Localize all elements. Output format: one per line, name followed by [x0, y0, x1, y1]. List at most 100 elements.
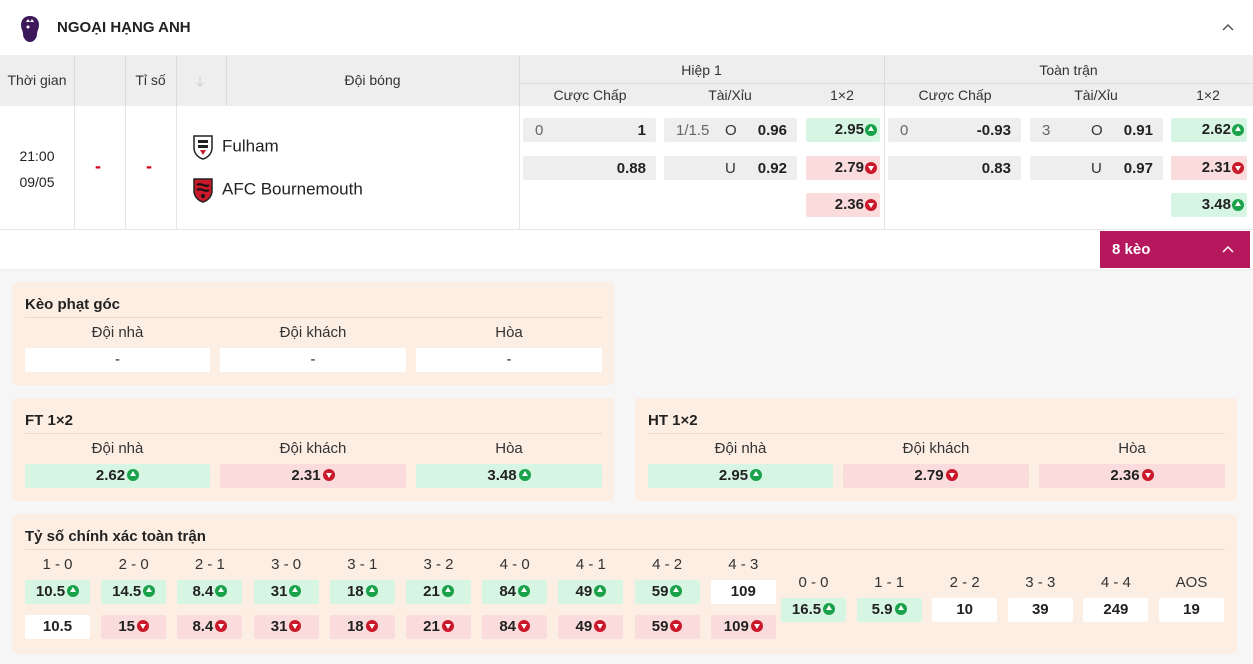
sort-icon[interactable]: [193, 74, 207, 88]
ft-home-label: Đội nhà: [91, 440, 144, 457]
score-home: -: [95, 156, 101, 176]
ft-handicap-away[interactable]: 0.83: [888, 156, 1021, 180]
home-team-name: Fulham: [222, 136, 279, 156]
exact-score-label: 3 - 2: [423, 556, 454, 573]
exact-score-away-odd[interactable]: 15: [101, 615, 167, 639]
h1-1x2-away[interactable]: 2.79: [806, 156, 880, 180]
exact-score-away-odd[interactable]: 18: [329, 615, 395, 639]
col-h1-handicap: Cược Chấp: [553, 87, 627, 103]
arrow-up-icon: [518, 469, 531, 481]
arrow-up-icon: [143, 585, 156, 597]
corner-draw-value[interactable]: -: [416, 348, 602, 372]
h1-over[interactable]: 1/1.5 O 0.96: [664, 118, 797, 142]
ft-1x2-panel: FT 1×2 Đội nhà Đội khách Hòa 2.62 2.31 3…: [12, 398, 614, 501]
arrow-down-icon: [518, 620, 531, 632]
h1-handicap-away[interactable]: 0.88: [523, 156, 656, 180]
exact-draw-odd[interactable]: 10: [932, 598, 998, 622]
exact-score-title: Tỷ số chính xác toàn trận: [25, 528, 206, 545]
exact-score-label: 3 - 1: [347, 556, 378, 573]
exact-draw-label: 0 - 0: [798, 574, 829, 591]
ft-draw-odd[interactable]: 3.48: [416, 464, 602, 488]
away-team-name: AFC Bournemouth: [222, 179, 363, 199]
exact-score-home-odd[interactable]: 59: [634, 580, 700, 604]
corner-draw-label: Hòa: [495, 324, 523, 341]
exact-score-away-odd[interactable]: 59: [634, 615, 700, 639]
ht-home-label: Đội nhà: [714, 440, 767, 457]
fulham-crest-icon: [193, 135, 213, 160]
kickoff-time: 21:00: [19, 148, 55, 164]
exact-score-home-odd[interactable]: 84: [482, 580, 548, 604]
league-title: NGOẠI HẠNG ANH: [57, 19, 191, 36]
exact-score-home-odd[interactable]: 18: [329, 580, 395, 604]
arrow-down-icon: [441, 620, 454, 632]
exact-score-home-odd[interactable]: 8.4: [177, 580, 243, 604]
exact-score-label: 2 - 1: [194, 556, 225, 573]
exact-draw-odd[interactable]: 16.5: [781, 598, 846, 622]
arrow-up-icon: [894, 603, 907, 615]
exact-score-away-odd[interactable]: 109: [710, 615, 776, 639]
ft-handicap-home[interactable]: 0 -0.93: [888, 118, 1021, 142]
col-ft-1x2: 1×2: [1196, 87, 1220, 103]
ft-1x2-draw[interactable]: 3.48: [1171, 193, 1247, 217]
exact-draw-label: 4 - 4: [1100, 574, 1131, 591]
home-team[interactable]: Fulham: [192, 134, 279, 160]
exact-score-label: 3 - 0: [271, 556, 302, 573]
arrow-up-icon: [289, 585, 302, 597]
arrow-down-icon: [945, 469, 958, 481]
h1-1x2-home[interactable]: 2.95: [806, 118, 880, 142]
exact-score-home-odd[interactable]: 21: [406, 580, 471, 604]
arrow-down-icon: [322, 469, 335, 481]
ht-1x2-title: HT 1×2: [648, 412, 698, 429]
exact-score-away-odd[interactable]: 84: [482, 615, 548, 639]
exact-draw-label: 2 - 2: [949, 574, 980, 591]
exact-score-label: 4 - 0: [499, 556, 530, 573]
more-odds-button[interactable]: 8 kèo: [1100, 231, 1250, 268]
exact-score-label: 2 - 0: [118, 556, 149, 573]
league-header[interactable]: NGOẠI HẠNG ANH: [0, 0, 1253, 56]
ht-away-label: Đội khách: [902, 440, 970, 457]
arrow-up-icon: [594, 585, 607, 597]
h1-under[interactable]: U 0.92: [664, 156, 797, 180]
col-ft-overunder: Tài/Xỉu: [1074, 87, 1118, 103]
chevron-up-icon[interactable]: [1221, 20, 1235, 34]
exact-score-away-odd[interactable]: 10.5: [25, 615, 90, 639]
exact-score-away-odd[interactable]: 31: [253, 615, 319, 639]
exact-score-away-odd[interactable]: 21: [406, 615, 471, 639]
ft-1x2-home[interactable]: 2.62: [1171, 118, 1247, 142]
exact-score-home-odd[interactable]: 31: [253, 580, 319, 604]
away-team[interactable]: AFC Bournemouth: [192, 177, 363, 203]
ft-under[interactable]: U 0.97: [1030, 156, 1163, 180]
exact-draw-odd[interactable]: 19: [1159, 598, 1224, 622]
exact-score-home-odd[interactable]: 49: [558, 580, 624, 604]
exact-draw-odd[interactable]: 39: [1007, 598, 1073, 622]
ht-away-odd[interactable]: 2.79: [843, 464, 1029, 488]
exact-score-away-odd[interactable]: 49: [558, 615, 624, 639]
match-row[interactable]: 21:00 09/05 - - Fulham AFC Bournemouth 0…: [0, 106, 1253, 230]
corner-away-label: Đội khách: [279, 324, 347, 341]
ft-over[interactable]: 3 O 0.91: [1030, 118, 1163, 142]
h1-1x2-draw[interactable]: 2.36: [806, 193, 880, 217]
odds-table-header: Thời gian Tỉ số Đội bóng Hiệp 1 Toàn trậ…: [0, 56, 1253, 106]
exact-draw-label: 1 - 1: [874, 574, 905, 591]
ft-home-odd[interactable]: 2.62: [25, 464, 210, 488]
h1-handicap-home[interactable]: 0 1: [523, 118, 656, 142]
ht-home-odd[interactable]: 2.95: [648, 464, 833, 488]
exact-score-home-odd[interactable]: 10.5: [25, 580, 90, 604]
exact-score-home-odd[interactable]: 14.5: [101, 580, 167, 604]
exact-draw-label: AOS: [1175, 574, 1208, 591]
ht-draw-odd[interactable]: 2.36: [1039, 464, 1225, 488]
ft-away-odd[interactable]: 2.31: [220, 464, 406, 488]
exact-draw-odd[interactable]: 5.9: [856, 598, 922, 622]
corner-home-value[interactable]: -: [25, 348, 210, 372]
arrow-up-icon: [215, 585, 228, 597]
ft-1x2-away[interactable]: 2.31: [1171, 156, 1247, 180]
arrow-down-icon: [594, 620, 607, 632]
corner-away-value[interactable]: -: [220, 348, 406, 372]
arrow-down-icon: [137, 620, 150, 632]
arrow-down-icon: [1232, 162, 1244, 174]
exact-draw-odd[interactable]: 249: [1083, 598, 1149, 622]
expanded-odds-area: Kèo phạt góc Đội nhà Đội khách Hòa - - -…: [0, 270, 1253, 664]
exact-score-away-odd[interactable]: 8.4: [177, 615, 243, 639]
chevron-up-icon: [1222, 245, 1234, 253]
exact-score-home-odd[interactable]: 109: [710, 580, 776, 604]
